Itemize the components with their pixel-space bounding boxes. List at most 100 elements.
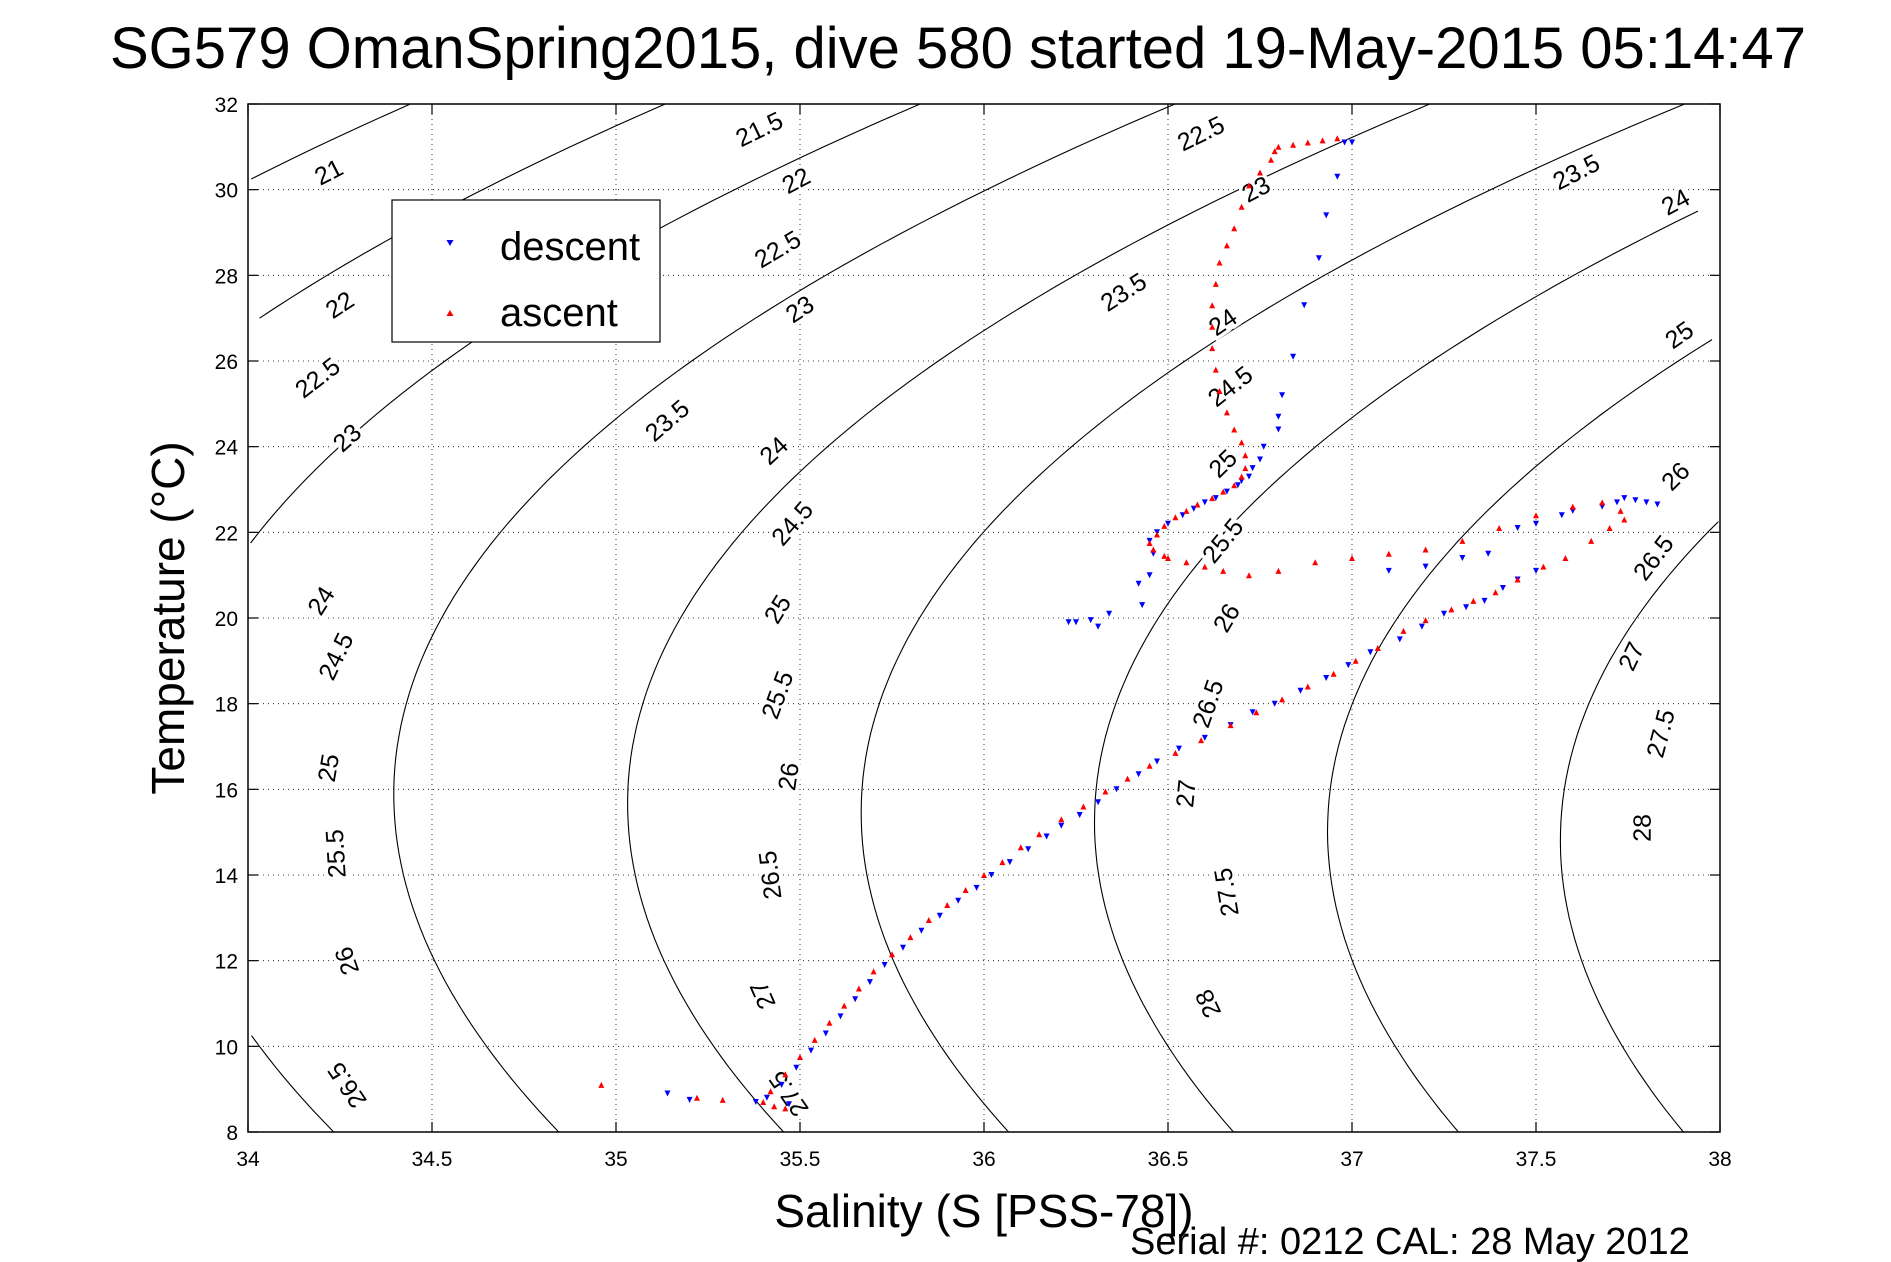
legend-descent-marker	[446, 240, 454, 246]
contour-label: 23	[1237, 171, 1275, 209]
ascent-point	[1238, 473, 1245, 480]
ascent-point	[1238, 439, 1245, 446]
descent-point	[1279, 392, 1286, 399]
descent-point	[1367, 649, 1374, 656]
descent-point	[752, 1099, 759, 1105]
ascent-point	[1223, 409, 1230, 416]
descent-point	[1441, 610, 1447, 617]
descent-point	[1533, 520, 1539, 527]
descent-point	[1385, 567, 1392, 574]
ascent-point	[1271, 148, 1278, 155]
contour-label: 25	[1660, 316, 1699, 355]
ascent-point	[1194, 501, 1201, 508]
descent-point	[900, 944, 906, 951]
contour-label: 23.5	[640, 394, 695, 447]
ascent-point	[1279, 696, 1286, 703]
descent-point	[1418, 623, 1425, 630]
contour-label: 27	[745, 977, 782, 1014]
ascent-point	[1422, 617, 1429, 624]
descent-point	[686, 1096, 693, 1103]
contour-label: 25	[313, 752, 345, 784]
descent-point	[1043, 833, 1050, 840]
descent-point	[1632, 497, 1639, 504]
ascent-point	[1470, 597, 1477, 604]
contour-line	[251, 103, 411, 180]
ascent-point	[1374, 645, 1381, 651]
descent-point	[1485, 550, 1492, 557]
descent-point	[1058, 822, 1065, 829]
contour-label: 24	[754, 431, 793, 471]
ascent-point	[719, 1096, 726, 1103]
ascent-point	[1161, 522, 1168, 529]
ascent-point	[1268, 156, 1274, 163]
descent-point	[1271, 700, 1278, 707]
ascent-point	[1231, 426, 1238, 433]
descent-point	[852, 996, 859, 1003]
descent-point	[808, 1047, 814, 1054]
descent-point	[1087, 617, 1094, 624]
ascent-point	[1212, 366, 1219, 373]
contour-label: 22	[321, 286, 360, 325]
y-tick-label: 18	[215, 694, 238, 717]
ascent-point	[1165, 555, 1171, 561]
contour-label: 23	[781, 290, 820, 329]
ascent-point	[760, 1099, 767, 1105]
ascent-point	[1220, 567, 1227, 574]
ascent-point	[1533, 512, 1539, 519]
contour-label: 21	[310, 154, 348, 192]
ascent-point	[1238, 203, 1245, 210]
y-tick-label: 32	[215, 94, 238, 117]
descent-point	[1135, 580, 1142, 587]
y-tick-label: 16	[215, 779, 238, 802]
ascent-point	[1334, 135, 1341, 142]
ascent-point	[1422, 546, 1429, 553]
x-tick-label: 35	[604, 1148, 627, 1171]
descent-point	[881, 962, 888, 968]
ascent-point	[1183, 559, 1190, 566]
ascent-point	[944, 902, 951, 908]
ascent-point	[1102, 788, 1109, 795]
descent-point	[763, 1094, 770, 1101]
descent-point	[1643, 499, 1650, 506]
ascent-point	[1017, 844, 1024, 851]
ascent-point	[1319, 137, 1326, 144]
ascent-point	[1540, 563, 1547, 570]
y-tick-label: 20	[215, 608, 238, 631]
descent-point	[1113, 786, 1120, 793]
descent-point	[664, 1090, 671, 1097]
y-tick-label: 8	[226, 1122, 238, 1145]
ascent-point	[767, 1088, 774, 1095]
ascent-point	[1212, 280, 1219, 287]
ascent-point	[1231, 225, 1238, 232]
ascent-point	[1496, 525, 1503, 531]
x-tick-label: 36.5	[1148, 1148, 1189, 1171]
contour-label: 28	[1629, 814, 1657, 842]
ascent-point	[1209, 495, 1216, 502]
descent-point	[1212, 495, 1219, 502]
ascent-point	[1154, 531, 1160, 538]
ascent-point	[1275, 143, 1282, 150]
contour-label: 25	[1203, 444, 1242, 483]
ascent-point	[1588, 537, 1595, 544]
ascent-point	[598, 1081, 605, 1088]
ascent-point	[1621, 516, 1628, 523]
ascent-point	[841, 1002, 848, 1009]
ascent-point	[1246, 182, 1252, 189]
descent-point	[973, 884, 980, 891]
y-axis-ticks: 8 10 12 14 16 18 20 22 24 26 28 30 32	[215, 94, 1720, 1145]
ascent-point	[1209, 302, 1216, 309]
descent-point	[1223, 488, 1230, 495]
contour-label: 26.5	[754, 849, 788, 901]
legend-ascent-label: ascent	[500, 291, 618, 335]
ascent-point	[1201, 563, 1208, 570]
ascent-point	[1080, 803, 1087, 810]
descent-point	[1275, 413, 1282, 420]
descent-point	[1621, 495, 1628, 502]
contour-label: 22.5	[290, 352, 346, 404]
ascent-point	[1352, 657, 1359, 664]
ascent-point	[907, 934, 914, 941]
contour-label: 26.5	[322, 1057, 372, 1113]
descent-point	[1275, 426, 1282, 433]
y-tick-label: 24	[215, 437, 239, 460]
